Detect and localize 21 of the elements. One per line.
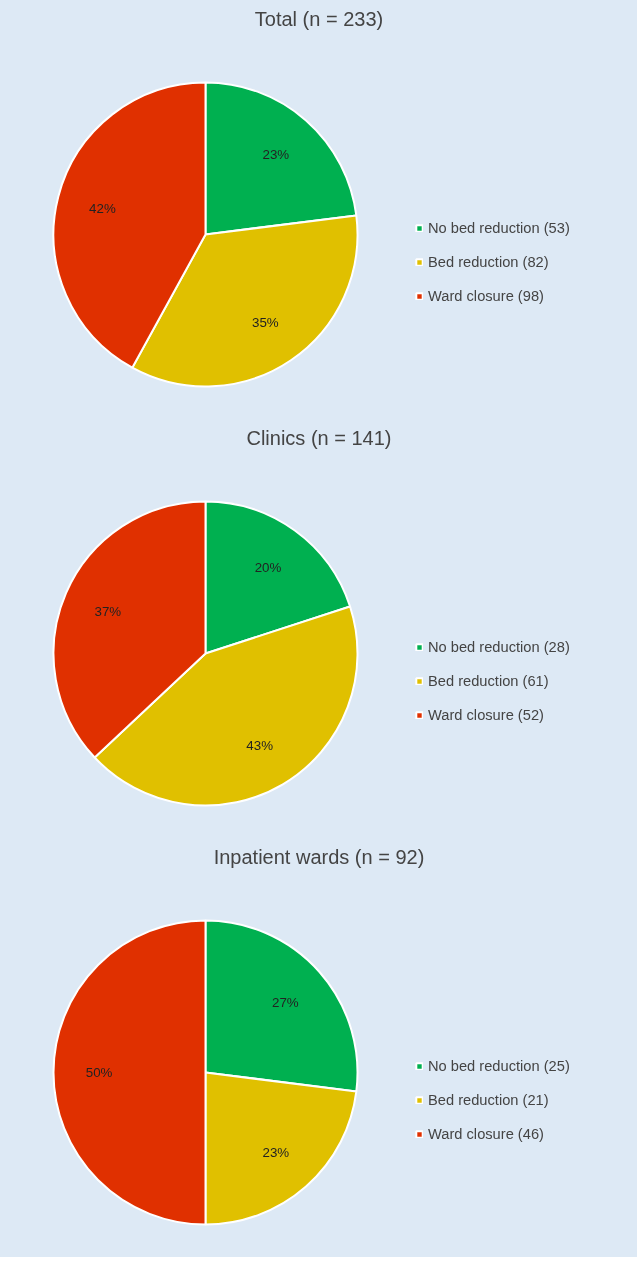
legend-label: Bed reduction (61): [428, 673, 549, 689]
legend-label: Ward closure (52): [428, 707, 544, 723]
legend-label: Ward closure (46): [428, 1126, 544, 1142]
legend-label: No bed reduction (53): [428, 220, 570, 236]
data-label: 23%: [262, 147, 290, 163]
data-label: 20%: [254, 559, 282, 575]
chart-title: Total (n = 233): [254, 7, 384, 30]
legend-label: Bed reduction (82): [428, 254, 549, 270]
data-label: 27%: [271, 994, 299, 1010]
chart-title: Clinics (n = 141): [246, 426, 392, 449]
data-label: 37%: [94, 603, 122, 619]
legend-label: No bed reduction (25): [428, 1058, 570, 1074]
data-label: 23%: [262, 1144, 290, 1160]
data-label: 35%: [251, 315, 279, 330]
data-label: 50%: [85, 1065, 113, 1080]
data-label: 43%: [246, 737, 274, 753]
data-label: 42%: [89, 200, 116, 216]
legend-label: Bed reduction (21): [428, 1092, 549, 1108]
chart-title: Inpatient wards (n = 92): [213, 845, 425, 868]
legend-label: No bed reduction (28): [428, 639, 570, 655]
legend-label: Ward closure (98): [428, 288, 544, 304]
